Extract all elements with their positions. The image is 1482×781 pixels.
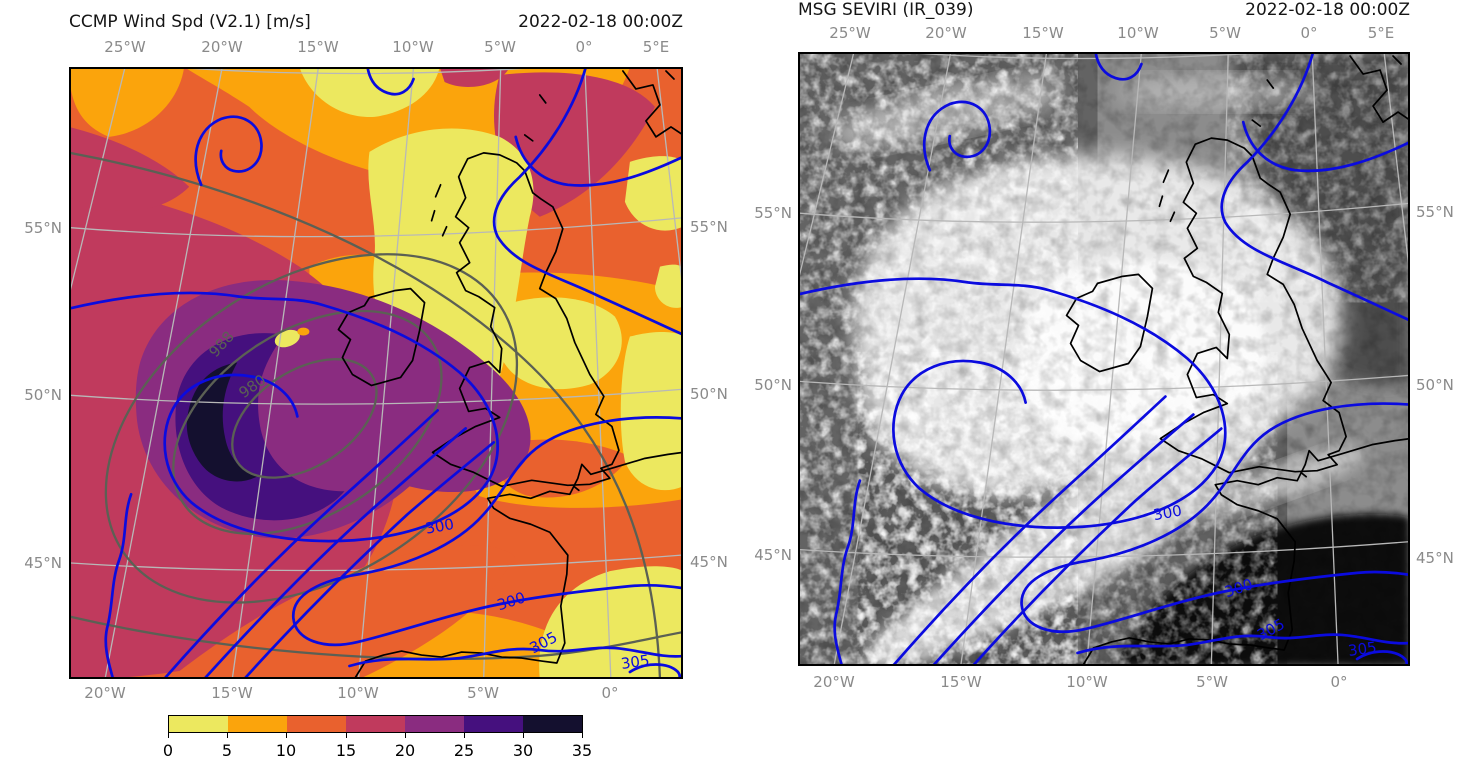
blue-contour-label: 305 [1347,638,1378,660]
colorbar [168,715,583,733]
colorbar-tick-label: 20 [394,741,416,760]
colorbar-tick [582,733,584,738]
colorbar-tick-label: 30 [512,741,534,760]
colorbar-tick-label: 35 [571,741,593,760]
lat-tick-label: 50°N [1416,376,1454,394]
colorbar-segment [405,716,464,732]
lon-tick-label: 20°W [201,38,243,56]
lon-tick-label: 10°W [337,684,379,702]
blue-contour-label: 300 [1152,501,1183,524]
lon-tick-label: 5°E [642,38,670,56]
map-frame [69,67,683,679]
colorbar-tick [405,733,407,738]
lon-tick-label: 0° [601,684,619,702]
colorbar-tick [346,733,348,738]
lat-tick-label: 45°N [690,553,728,571]
colorbar-segment [346,716,405,732]
lon-tick-label: 15°W [211,684,253,702]
lon-tick-label: 20°W [813,673,855,691]
lon-tick-label: 0° [575,38,593,56]
colorbar-tick [286,733,288,738]
colorbar-tick-label: 5 [221,741,233,760]
lat-tick-label: 55°N [690,218,728,236]
lon-tick-label: 5°E [1367,24,1395,42]
colorbar-tick [168,733,170,738]
lon-tick-label: 0° [1300,24,1318,42]
lon-tick-label: 25°W [104,38,146,56]
colorbar-segment [169,716,228,732]
lon-tick-label: 5°W [484,38,516,56]
lon-tick-label: 15°W [940,673,982,691]
lat-tick-label: 50°N [754,376,792,394]
left-panel-timestamp: 2022-02-18 00:00Z [518,12,683,32]
lon-tick-label: 20°W [925,24,967,42]
left-panel-title: CCMP Wind Spd (V2.1) [m/s] [69,12,311,32]
lon-tick-label: 15°W [297,38,339,56]
colorbar-tick [464,733,466,738]
lat-tick-label: 55°N [1416,203,1454,221]
lon-tick-label: 15°W [1022,24,1064,42]
pressure-contours [69,151,683,679]
satellite-map: 300 300 305 305 [798,52,1410,666]
lon-tick-label: 20°W [84,684,126,702]
colorbar-tick-label: 25 [453,741,475,760]
lon-tick-label: 10°W [1117,24,1159,42]
colorbar-segment [464,716,523,732]
right-panel-title: MSG SEVIRI (IR_039) [798,0,974,20]
left-panel-header: CCMP Wind Spd (V2.1) [m/s] 2022-02-18 00… [69,12,683,32]
right-panel-timestamp: 2022-02-18 00:00Z [1245,0,1410,20]
colorbar-tick-label: 10 [275,741,297,760]
lon-tick-label: 5°W [467,684,499,702]
colorbar-tick-label: 15 [335,741,357,760]
lon-tick-label: 10°W [1066,673,1108,691]
lon-tick-label: 0° [1330,673,1348,691]
lat-tick-label: 55°N [24,219,62,237]
colorbar-tick [227,733,229,738]
right-panel-header: MSG SEVIRI (IR_039) 2022-02-18 00:00Z [798,0,1410,20]
lat-tick-label: 45°N [24,554,62,572]
lon-tick-label: 25°W [829,24,871,42]
lon-tick-label: 5°W [1196,673,1228,691]
lat-tick-label: 50°N [690,385,728,403]
lat-tick-label: 55°N [754,204,792,222]
lon-tick-label: 10°W [392,38,434,56]
colorbar-tick-label: 0 [162,741,174,760]
colorbar-tick [523,733,525,738]
colorbar-segments [169,716,582,732]
lat-tick-label: 50°N [24,386,62,404]
lat-tick-label: 45°N [754,546,792,564]
blue-contour-label: 305 [620,651,651,673]
map-frame [798,52,1410,666]
lon-tick-label: 5°W [1209,24,1241,42]
blue-contour-label: 300 [424,515,455,538]
wind-speed-map: 988 980 300 300 305 305 [69,67,683,679]
colorbar-segment [523,716,582,732]
colorbar-segment [287,716,346,732]
lat-tick-label: 45°N [1416,549,1454,567]
colorbar-segment [228,716,287,732]
